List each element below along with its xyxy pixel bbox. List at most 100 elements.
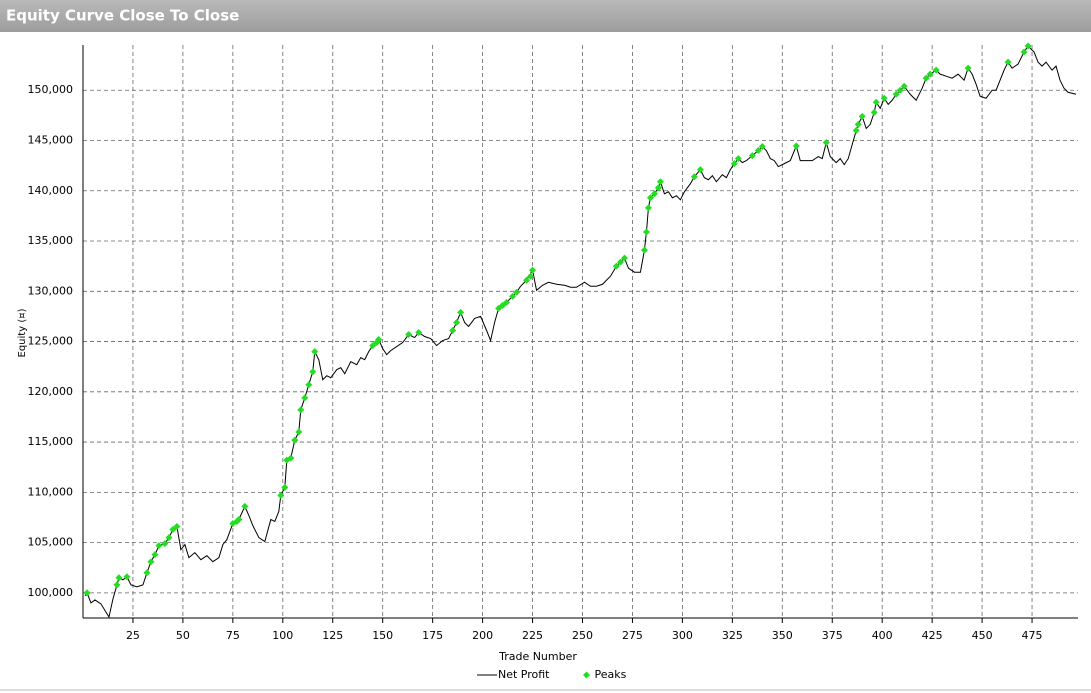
y-tick-label: 130,000 — [28, 284, 74, 297]
peak-marker — [696, 166, 704, 174]
peak-marker — [457, 308, 465, 316]
peak-marker — [690, 173, 698, 181]
x-tick-label: 400 — [872, 629, 893, 642]
x-tick-label: 225 — [522, 629, 543, 642]
x-tick-label: 50 — [176, 629, 190, 642]
peak-marker — [1020, 48, 1028, 56]
peak-marker — [509, 292, 517, 300]
peak-marker — [758, 143, 766, 151]
x-tick-label: 25 — [126, 629, 140, 642]
peak-marker — [143, 569, 151, 577]
peak-marker — [295, 428, 303, 436]
peak-marker — [499, 301, 507, 309]
peak-marker — [748, 152, 756, 160]
x-tick-label: 175 — [422, 629, 443, 642]
y-tick-label: 145,000 — [28, 134, 74, 147]
x-tick-label: 375 — [822, 629, 843, 642]
peak-marker — [650, 190, 658, 198]
x-tick-label: 350 — [772, 629, 793, 642]
peak-marker — [281, 483, 289, 491]
peak-marker — [301, 394, 309, 402]
peak-marker — [297, 406, 305, 414]
peak-marker — [896, 86, 904, 94]
legend: Net Profit Peaks — [477, 668, 627, 681]
peak-marker — [872, 98, 880, 106]
peak-marker — [155, 542, 163, 550]
chart-title: Equity Curve Close To Close — [6, 7, 239, 25]
peak-marker — [620, 254, 628, 262]
plot-area: 100,000 105,000 110,000 115,000 120,000 125,0… — [28, 42, 1078, 642]
legend-swatch — [583, 671, 590, 679]
peak-marker — [291, 436, 299, 444]
peak-marker — [415, 329, 423, 337]
peak-marker — [922, 74, 930, 82]
legend-label: Peaks — [595, 668, 627, 681]
y-axis-label: Equity (¤) — [17, 308, 28, 357]
x-tick-label: 125 — [322, 629, 343, 642]
peak-marker — [165, 534, 173, 542]
peak-marker — [1004, 58, 1012, 66]
peak-marker — [852, 126, 860, 134]
peak-marker — [892, 90, 900, 98]
peak-marker — [503, 298, 511, 306]
peak-marker — [646, 194, 654, 202]
peak-marker — [161, 540, 169, 548]
peak-marker — [277, 491, 285, 499]
peak-marker — [235, 515, 243, 523]
legend-label: Net Profit — [498, 668, 550, 681]
x-tick-label: 275 — [622, 629, 643, 642]
peak-marker — [173, 523, 181, 531]
x-axis-label: Trade Number — [498, 650, 577, 663]
x-tick-label: 250 — [572, 629, 593, 642]
x-tick-label: 100 — [272, 629, 293, 642]
peak-marker — [311, 348, 319, 356]
peak-marker — [858, 112, 866, 120]
x-tick-label: 450 — [972, 629, 993, 642]
peak-marker — [375, 336, 383, 344]
peak-marker — [932, 66, 940, 74]
peak-marker — [1024, 42, 1032, 50]
peak-marker — [900, 82, 908, 90]
peak-marker — [822, 139, 830, 147]
y-tick-label: 125,000 — [28, 335, 74, 348]
peak-marker — [926, 70, 934, 78]
y-tick-label: 110,000 — [28, 485, 74, 498]
x-tick-label: 300 — [672, 629, 693, 642]
peak-marker — [513, 288, 521, 296]
peak-marker — [734, 155, 742, 163]
x-tick-label: 200 — [472, 629, 493, 642]
peak-marker — [453, 318, 461, 326]
equity-line — [84, 45, 1077, 619]
peak-marker — [792, 142, 800, 150]
x-tick-label: 475 — [1022, 629, 1043, 642]
peak-marker — [113, 581, 121, 589]
peak-marker — [115, 574, 123, 582]
peak-marker — [654, 184, 662, 192]
peak-marker — [449, 326, 457, 334]
peak-marker — [644, 204, 652, 212]
y-tick-label: 150,000 — [28, 83, 74, 96]
peak-marker — [83, 589, 91, 597]
peak-marker — [656, 178, 664, 186]
peak-marker — [616, 258, 624, 266]
peak-marker — [640, 246, 648, 254]
peak-marker — [309, 368, 317, 376]
peak-marker — [964, 64, 972, 72]
peak-marker — [305, 381, 313, 389]
x-tick-label: 425 — [922, 629, 943, 642]
peak-marker — [151, 551, 159, 559]
peak-marker — [123, 573, 131, 581]
x-tick-label: 150 — [372, 629, 393, 642]
peak-marker — [870, 108, 878, 116]
y-tick-label: 120,000 — [28, 385, 74, 398]
y-tick-label: 140,000 — [28, 184, 74, 197]
peak-marker — [730, 160, 738, 168]
peak-marker — [529, 266, 537, 274]
peak-marker — [169, 526, 177, 534]
y-tick-label: 115,000 — [28, 435, 74, 448]
peak-marker — [405, 331, 413, 339]
x-tick-label: 75 — [226, 629, 240, 642]
peak-marker — [523, 276, 531, 284]
